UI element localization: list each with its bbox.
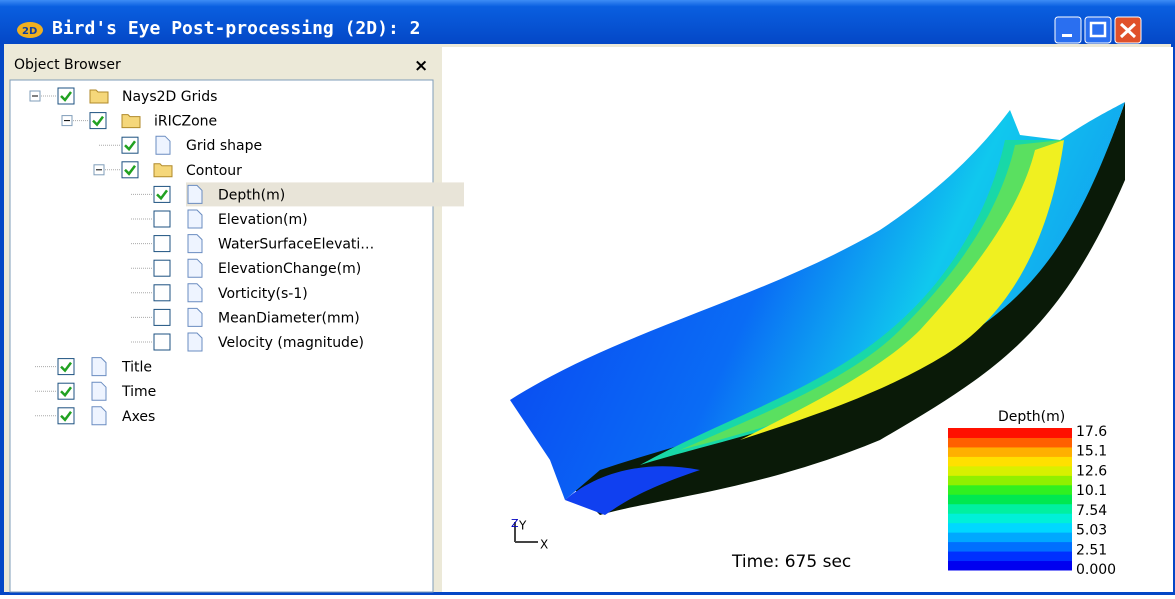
tree-label: Time [121,384,156,400]
color-band [948,475,1072,485]
checkbox-box [58,359,74,375]
axis-label: Z [511,517,519,530]
checkbox[interactable] [58,359,74,375]
color-band [948,437,1072,447]
checkbox-box [122,137,138,153]
tree-label: Grid shape [186,138,262,154]
checkbox[interactable] [58,408,74,424]
checkbox-box [154,260,170,276]
color-band [948,551,1072,561]
file-icon [92,358,106,376]
checkbox-box [90,113,106,129]
legend-label: 12.6 [1076,463,1107,479]
file-icon [188,259,202,277]
file-icon [188,284,202,302]
checkbox[interactable] [90,113,106,129]
color-band [948,456,1072,466]
color-band [948,561,1072,571]
checkbox[interactable] [154,236,170,252]
tree-label: Title [121,360,152,376]
svg-text:2D: 2D [22,26,37,37]
checkbox-box [154,334,170,350]
checkbox-box [154,309,170,325]
color-band [948,542,1072,552]
checkbox[interactable] [154,211,170,227]
tree-label: Nays2D Grids [122,89,217,105]
tree-label: Depth(m) [218,187,285,203]
checkbox[interactable] [154,260,170,276]
color-band [948,428,1072,438]
color-band [948,466,1072,476]
color-band [948,504,1072,514]
checkbox[interactable] [122,162,138,178]
legend-label: 5.03 [1076,523,1107,539]
file-icon [156,136,170,154]
legend-label: 10.1 [1076,483,1107,499]
file-icon [188,210,202,228]
file-icon [188,235,202,253]
tree-label: MeanDiameter(mm) [218,310,360,326]
tree-label: Elevation(m) [218,212,308,228]
color-band [948,447,1072,457]
file-icon [92,407,106,425]
time-label: Time: 675 sec [731,552,851,572]
minimize-button[interactable] [1055,17,1081,43]
checkbox-box [58,88,74,104]
checkbox-box [154,211,170,227]
pane-close[interactable]: × [414,56,428,76]
checkbox[interactable] [58,383,74,399]
expander[interactable] [94,165,104,175]
folder-icon [154,164,172,177]
checkbox-box [154,186,170,202]
legend-label: 15.1 [1076,444,1107,460]
checkbox[interactable] [154,334,170,350]
tree-label: Axes [122,409,155,425]
checkbox-box [154,285,170,301]
color-band [948,513,1072,523]
checkbox-box [58,383,74,399]
close-button[interactable] [1115,17,1141,43]
app-icon: 2D [17,22,43,38]
tree-label: iRICZone [154,114,217,130]
tree-label: Contour [186,163,242,179]
file-icon [188,308,202,326]
checkbox[interactable] [154,285,170,301]
file-icon [188,333,202,351]
tree-label: ElevationChange(m) [218,261,361,277]
tree-label: WaterSurfaceElevati… [218,237,374,253]
window-title: Bird's Eye Post-processing (2D): 2 [52,18,420,39]
file-icon [92,382,106,400]
maximize-button[interactable] [1085,17,1111,43]
color-band [948,494,1072,504]
legend-label: 2.51 [1076,542,1107,558]
legend-label: 7.54 [1076,503,1107,519]
color-band [948,485,1072,495]
expander[interactable] [30,91,40,101]
color-band [948,523,1072,533]
color-band [948,532,1072,542]
file-icon [188,185,202,203]
expander[interactable] [62,116,72,126]
checkbox[interactable] [58,88,74,104]
checkbox[interactable] [154,309,170,325]
folder-icon [90,90,108,103]
checkbox[interactable] [122,137,138,153]
checkbox[interactable] [154,186,170,202]
axis-label: Y [518,519,527,533]
tree-label: Vorticity(s-1) [218,286,308,302]
legend-title: Depth(m) [998,409,1065,425]
pane-title: Object Browser [14,57,121,73]
checkbox-box [58,408,74,424]
page: 2D Bird's Eye Post-processing (2D): 2 Ob… [0,0,1175,595]
checkbox-box [154,236,170,252]
folder-icon [122,115,140,128]
legend-label: 0.000 [1076,562,1116,578]
checkbox-box [122,162,138,178]
axis-label: X [540,538,548,552]
window: 2D Bird's Eye Post-processing (2D): 2 Ob… [0,0,1175,595]
tree-label: Velocity (magnitude) [218,335,364,351]
legend-label: 17.6 [1076,424,1107,440]
